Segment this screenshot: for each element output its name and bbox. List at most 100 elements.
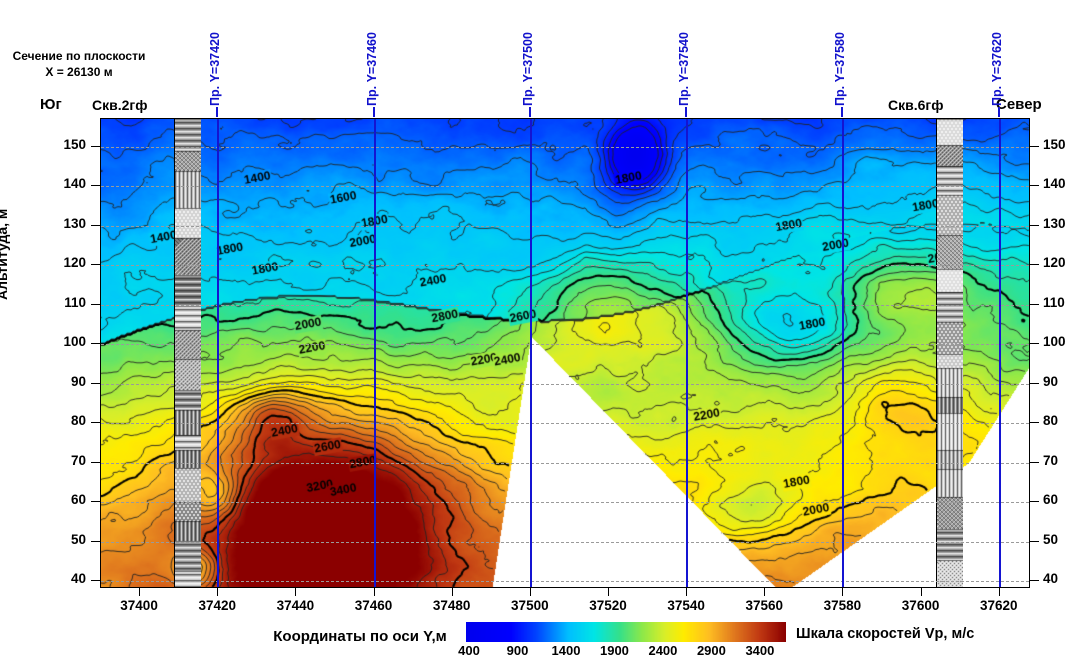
y-axis-tick-right [1030,501,1039,502]
y-axis-label: 100 [63,334,86,350]
y-axis-label-right: 40 [1043,571,1059,587]
profile-line-37580 [842,119,845,587]
grid-line [101,502,1029,503]
y-axis-title: Альтитуда, м [0,209,10,300]
y-axis-label-right: 110 [1043,294,1065,310]
profile-tick-37580 [841,107,844,117]
colorbar-tick: 2400 [648,643,678,658]
y-axis-label-right: 140 [1043,176,1066,192]
velocity-section-plot [100,118,1030,588]
grid-line [101,186,1029,187]
profile-tick-37620 [997,107,1000,117]
colorbar-tick-labels: 400 900 1400 1900 2400 2900 3400 [458,642,786,660]
grid-line [101,542,1029,543]
profile-line-37620 [998,119,1001,587]
x-axis-tick [686,588,687,596]
y-axis-label: 110 [64,294,86,310]
profile-tick-37460 [372,107,375,117]
y-axis-label: 70 [70,452,86,468]
x-axis-label: 37560 [745,598,784,613]
plot-inner [101,119,1029,587]
borehole-log-canvas [936,119,963,587]
profile-label-37620: Пр. Y=37620 [989,32,1004,106]
x-axis-label: 37400 [120,598,158,613]
colorbar-group: 400 900 1400 1900 2400 2900 3400 [458,622,786,660]
borehole-lithology-strip [173,119,201,587]
grid-line [101,463,1029,464]
grid-line [101,581,1029,582]
y-axis-tick-left [91,541,100,542]
y-axis-tick-left [91,304,100,305]
y-axis-tick-right [1030,541,1039,542]
profile-label-37500: Пр. Y=37500 [520,32,535,106]
y-axis-label-right: 120 [1043,255,1066,271]
borehole-log-canvas [174,119,201,587]
y-axis-label-right: 50 [1043,531,1059,547]
grid-line [101,423,1029,424]
y-axis-label-right: 150 [1043,136,1066,152]
south-direction-label: Юг [40,96,62,113]
profile-line-37420 [217,119,220,587]
x-axis-tick [217,588,218,596]
profile-label-37580: Пр. Y=37580 [833,32,848,106]
x-axis-tick [608,588,609,596]
y-axis-label-right: 100 [1043,334,1066,350]
x-axis-label: 37600 [901,598,940,613]
grid-line [101,265,1029,266]
y-axis-tick-left [91,146,100,147]
grid-line [101,384,1029,385]
profile-label-37420: Пр. Y=37420 [208,32,223,106]
y-axis-label: 120 [63,255,86,271]
profile-line-37460 [373,119,376,587]
y-axis-label: 40 [70,571,86,587]
velocity-field-canvas [101,119,1029,587]
y-axis-tick-left [91,264,100,265]
y-axis-tick-right [1030,146,1039,147]
y-axis-tick-right [1030,264,1039,265]
colorbar-tick: 1900 [599,643,629,658]
colorbar-tick: 900 [506,643,529,658]
colorbar-tick: 1400 [551,643,581,658]
grid-line [101,147,1029,148]
x-axis-tick [139,588,140,596]
borehole-lithology-strip [935,119,963,587]
x-axis-tick [842,588,843,596]
profile-tick-37540 [685,107,688,117]
well-label-right: Скв.6гф [888,97,944,113]
y-axis-tick-right [1030,225,1039,226]
x-axis-label: 37480 [432,598,471,613]
y-axis-tick-left [91,185,100,186]
x-axis-label: 37580 [823,598,862,613]
section-caption-line2: X = 26130 м [45,65,113,79]
x-axis-label: 37460 [354,598,393,613]
x-axis-label: 37420 [198,598,236,613]
x-axis-title: Координаты по оси Y,м [273,628,447,645]
profile-line-37540 [686,119,689,587]
profile-line-37500 [529,119,532,587]
grid-line [101,226,1029,227]
y-axis-tick-left [91,225,100,226]
colorbar-tick: 2900 [696,643,726,658]
x-axis-label: 37520 [589,598,627,613]
x-axis-tick [374,588,375,596]
y-axis-label: 140 [63,176,86,192]
colorbar-gradient [466,622,786,642]
colorbar-tick: 400 [458,643,480,658]
y-axis-tick-left [91,343,100,344]
x-axis-label: 37540 [667,598,705,613]
y-axis-tick-left [91,501,100,502]
colorbar-tick: 3400 [745,643,775,658]
y-axis-tick-right [1030,185,1039,186]
y-axis-label-right: 70 [1043,452,1059,468]
y-axis-label: 150 [63,136,86,152]
y-axis-tick-right [1030,304,1039,305]
y-axis-label: 90 [70,373,86,389]
y-axis-tick-left [91,580,100,581]
y-axis-tick-right [1030,383,1039,384]
y-axis-label-right: 80 [1043,413,1059,429]
grid-line [101,305,1029,306]
y-axis-label-right: 60 [1043,492,1059,508]
x-axis-label: 37620 [979,598,1018,613]
y-axis-label: 60 [70,492,86,508]
y-axis-tick-right [1030,343,1039,344]
